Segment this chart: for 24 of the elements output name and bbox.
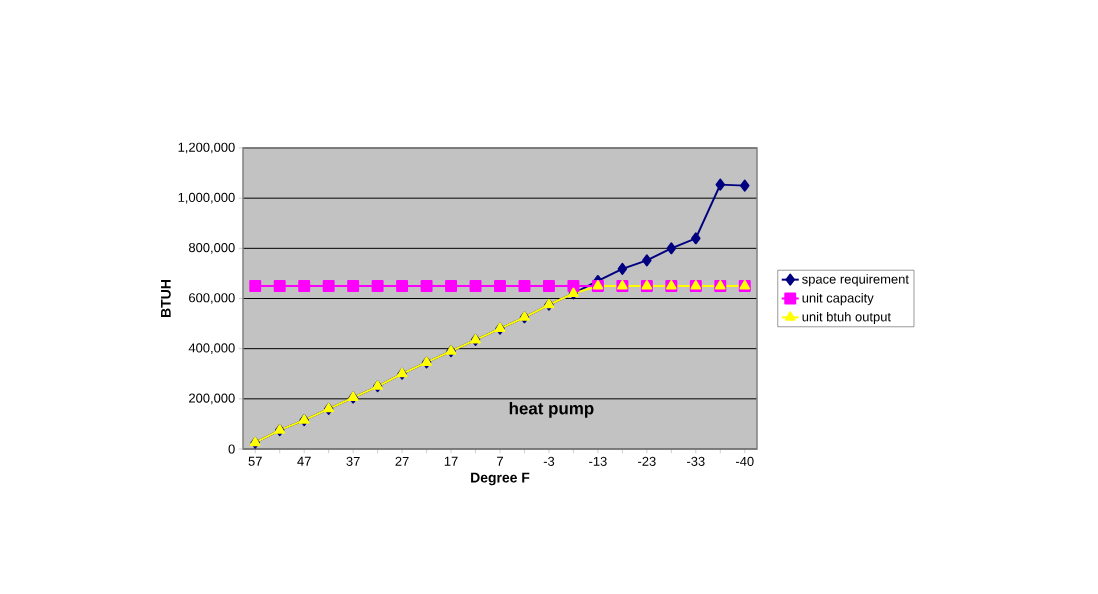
- y-tick-label: 1,200,000: [178, 142, 235, 154]
- y-tick-label: 1,000,000: [178, 192, 235, 204]
- x-tick-label: -23: [638, 456, 656, 466]
- x-tick-label: 17: [444, 456, 458, 466]
- x-tick-label: 7: [497, 456, 503, 466]
- x-tick-label: -3: [543, 456, 555, 466]
- y-tick-label: 400,000: [188, 343, 235, 355]
- legend-label: unit capacity: [802, 293, 874, 306]
- y-axis-title: BTUH: [161, 280, 171, 317]
- y-tick-label: 200,000: [189, 393, 235, 405]
- y-tick-label: 600,000: [189, 293, 235, 304]
- x-tick-label: 47: [297, 456, 311, 466]
- y-tick-label: 0: [228, 444, 235, 454]
- annotation: heat pump: [509, 401, 594, 418]
- legend-label: unit btuh output: [802, 311, 891, 324]
- x-tick-label: -40: [735, 456, 754, 466]
- x-tick-label: -33: [687, 456, 705, 466]
- x-tick-label: -13: [589, 456, 607, 466]
- x-tick-label: 37: [346, 456, 360, 466]
- x-tick-label: 27: [395, 456, 409, 466]
- y-tick-label: 800,000: [188, 242, 235, 254]
- x-tick-label: 57: [248, 456, 262, 466]
- x-axis-title: Degree F: [471, 472, 530, 486]
- legend-label: space requirement: [802, 274, 909, 287]
